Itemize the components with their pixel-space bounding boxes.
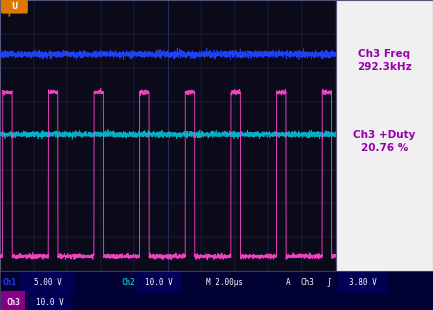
Text: Ch2: Ch2 xyxy=(121,277,135,287)
Text: Ch3: Ch3 xyxy=(301,277,315,287)
FancyBboxPatch shape xyxy=(1,0,28,14)
Bar xyxy=(27,291,72,310)
Text: Ch3: Ch3 xyxy=(6,298,20,307)
Text: ┓: ┓ xyxy=(5,7,12,17)
Text: A: A xyxy=(286,277,291,287)
Text: Ch3 +Duty
20.76 %: Ch3 +Duty 20.76 % xyxy=(353,130,416,153)
Text: 10.0 V: 10.0 V xyxy=(145,277,173,287)
Text: ʃ: ʃ xyxy=(327,277,332,287)
Bar xyxy=(338,271,388,293)
Text: 10.0 V: 10.0 V xyxy=(36,298,64,307)
Text: Ch3 Freq
292.3kHz: Ch3 Freq 292.3kHz xyxy=(357,49,412,72)
Text: ◄: ◄ xyxy=(337,100,343,106)
Text: M 2.00µs: M 2.00µs xyxy=(206,277,242,287)
Text: U: U xyxy=(11,2,18,11)
Bar xyxy=(1,291,25,310)
Text: 3.80 V: 3.80 V xyxy=(349,277,377,287)
Text: Ch1: Ch1 xyxy=(2,277,16,287)
Bar xyxy=(19,271,76,293)
Bar xyxy=(136,271,182,293)
Text: 5.00 V: 5.00 V xyxy=(34,277,61,287)
